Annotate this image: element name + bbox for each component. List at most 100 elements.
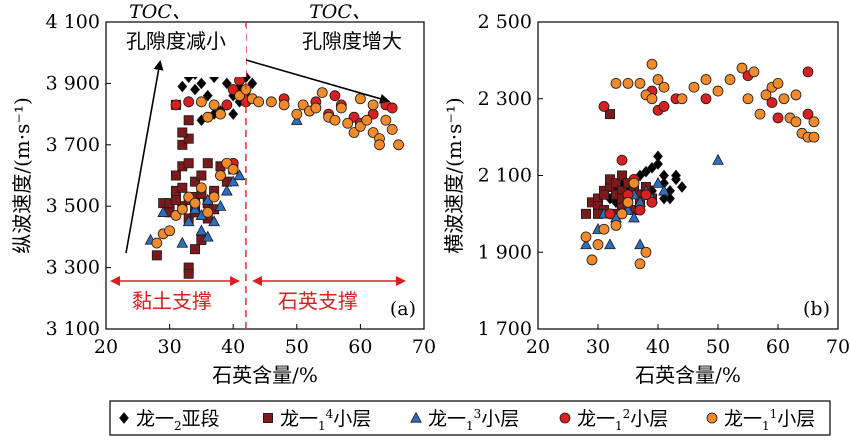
arrow-decreasing xyxy=(125,60,164,254)
point-series-4 xyxy=(610,78,622,89)
arrow-increasing xyxy=(245,59,390,104)
y-tick-label: 3 100 xyxy=(46,318,100,340)
point-series-3 xyxy=(598,101,610,112)
point-series-1 xyxy=(183,115,194,126)
point-series-3 xyxy=(640,189,652,201)
point-series-4 xyxy=(393,139,404,151)
point-series-4 xyxy=(808,131,820,143)
point-series-4 xyxy=(646,93,658,105)
legend-marker-1 xyxy=(262,412,273,423)
legend-label-sub: 2 xyxy=(174,419,182,433)
point-series-4 xyxy=(634,78,646,89)
x-tick-label: 30 xyxy=(158,336,182,358)
point-series-4 xyxy=(354,93,366,105)
point-series-1 xyxy=(605,109,616,120)
point-series-3 xyxy=(646,196,658,208)
panel-a: 20 30 40 50 60 70 3 100 3 300 3 500 3 700 3 900 4 1… xyxy=(10,1,436,387)
legend: 龙一2亚段 龙一14小层 龙一13小层 龙一12小层 龙一11小层 xyxy=(109,400,831,436)
x-tick-label: 20 xyxy=(94,336,118,358)
legend-label-1: 龙一14小层 xyxy=(280,407,371,433)
legend-label-4: 龙一11小层 xyxy=(724,407,815,433)
annotation-right-line2: 孔隙度增大 xyxy=(302,29,402,53)
point-series-4 xyxy=(208,99,220,111)
y-tick-label: 2 100 xyxy=(478,165,532,187)
annotation-right-line1: TOC、 xyxy=(309,1,371,23)
point-series-4 xyxy=(598,223,610,235)
point-series-4 xyxy=(367,99,379,111)
point-series-4 xyxy=(658,81,670,93)
point-series-4 xyxy=(265,96,277,108)
panel-label: (b) xyxy=(803,298,830,320)
point-series-4 xyxy=(754,108,766,120)
point-series-2 xyxy=(227,175,240,187)
point-series-1 xyxy=(170,195,181,206)
panel-label: (a) xyxy=(390,298,416,320)
point-series-4 xyxy=(151,237,163,249)
x-tick-label: 40 xyxy=(221,336,245,358)
y-tick-label: 3 300 xyxy=(46,257,100,279)
point-series-4 xyxy=(712,85,724,97)
point-series-3 xyxy=(386,102,398,114)
point-series-2 xyxy=(652,176,664,188)
legend-label-sub: 1 xyxy=(615,419,623,433)
point-series-4 xyxy=(164,225,176,237)
point-series-1 xyxy=(599,189,610,200)
point-series-4 xyxy=(724,74,736,85)
point-series-4 xyxy=(380,114,392,126)
point-series-4 xyxy=(808,116,820,128)
point-series-0 xyxy=(677,181,687,193)
legend-label-tail: 小层 xyxy=(333,408,371,430)
point-series-2 xyxy=(220,184,233,196)
y-tick-label: 3 700 xyxy=(46,134,100,156)
point-series-4 xyxy=(176,203,188,215)
point-series-3 xyxy=(329,90,341,102)
x-tick-label: 20 xyxy=(526,336,550,358)
point-series-4 xyxy=(790,89,802,101)
x-tick-label: 30 xyxy=(586,336,610,358)
x-tick-label: 60 xyxy=(766,336,790,358)
point-series-4 xyxy=(592,239,604,250)
point-series-3 xyxy=(802,108,814,120)
point-series-4 xyxy=(586,254,598,266)
point-series-2 xyxy=(712,153,724,165)
y-axis-label: 纵波速度/(m·s⁻¹) xyxy=(10,97,34,254)
point-series-3 xyxy=(221,99,233,111)
point-series-4 xyxy=(676,93,688,105)
point-series-4 xyxy=(652,74,664,85)
point-series-4 xyxy=(202,111,214,123)
point-series-4 xyxy=(195,182,207,194)
point-series-0 xyxy=(190,83,200,96)
point-series-3 xyxy=(183,96,195,108)
legend-label-base: 龙一 xyxy=(577,408,615,430)
point-series-2 xyxy=(233,169,246,181)
point-series-2 xyxy=(658,184,670,196)
point-series-4 xyxy=(742,93,754,105)
point-series-1 xyxy=(151,250,162,261)
point-series-0 xyxy=(196,77,207,90)
y-tick-label: 1 900 xyxy=(478,241,532,263)
x-axis-label: 石英含量/% xyxy=(212,363,318,387)
point-series-1 xyxy=(611,178,622,189)
clay-support-label: 黏土支撑 xyxy=(132,289,212,313)
point-series-1 xyxy=(177,139,188,150)
point-series-3 xyxy=(616,154,628,166)
point-series-1 xyxy=(183,268,194,279)
point-series-1 xyxy=(196,170,207,181)
legend-label-tail: 小层 xyxy=(630,408,668,430)
point-series-2 xyxy=(176,236,189,248)
point-series-1 xyxy=(183,133,194,144)
point-series-4 xyxy=(628,177,640,189)
annotation-left-line2: 孔隙度减小 xyxy=(126,29,226,53)
legend-label-tail: 亚段 xyxy=(182,408,220,430)
point-series-4 xyxy=(329,114,341,126)
point-series-4 xyxy=(202,206,214,218)
point-series-4 xyxy=(790,116,802,128)
point-series-2 xyxy=(580,238,592,250)
point-series-4 xyxy=(622,78,634,89)
annotation-bg xyxy=(110,27,246,77)
point-series-4 xyxy=(253,96,265,108)
point-series-4 xyxy=(215,170,226,181)
point-series-4 xyxy=(688,81,700,93)
x-tick-label: 50 xyxy=(285,336,309,358)
point-series-1 xyxy=(183,158,194,169)
